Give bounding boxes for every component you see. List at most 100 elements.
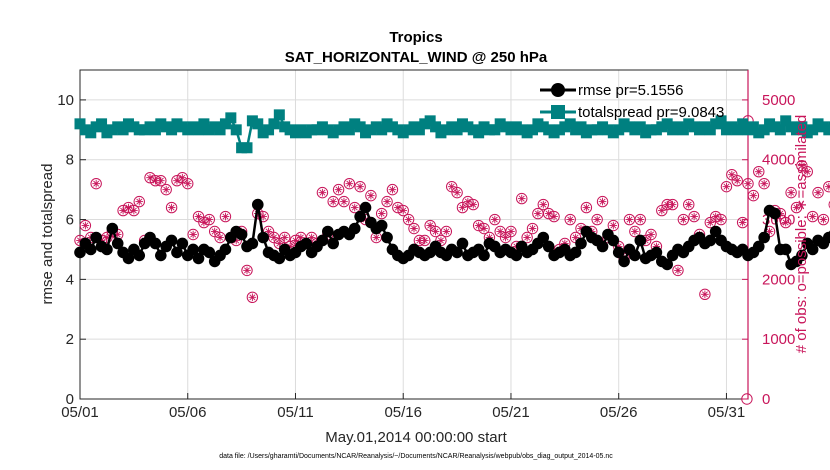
- obs-assimilated-point: [738, 218, 747, 227]
- x-tick-label: 05/26: [600, 404, 638, 421]
- line-series: [74, 109, 830, 271]
- asterisk-stroke: [664, 201, 671, 208]
- totalspread-point: [564, 118, 576, 130]
- asterisk-stroke: [179, 174, 186, 181]
- obs-assimilated-point: [388, 185, 397, 194]
- asterisk-stroke: [427, 222, 434, 229]
- obs-assimilated-point: [717, 215, 725, 224]
- obs-assimilated-point: [162, 185, 170, 194]
- obs-possible-point: [516, 192, 528, 205]
- obs-assimilated-point: [787, 188, 795, 197]
- obs-assimilated-point: [647, 230, 655, 239]
- rmse-point: [542, 240, 555, 253]
- rmse-point: [806, 243, 819, 256]
- obs-assimilated-point: [760, 179, 768, 188]
- rmse-point: [381, 231, 393, 244]
- asterisk-stroke: [502, 234, 509, 241]
- obs-assimilated-point: [668, 200, 677, 209]
- obs-possible-point: [354, 180, 366, 193]
- rmse-point: [796, 249, 808, 262]
- obs-assimilated-point: [367, 191, 375, 200]
- asterisk-stroke: [578, 225, 584, 232]
- asterisk-stroke: [459, 204, 466, 211]
- obs-possible-point: [736, 216, 749, 229]
- obs-assimilated-point: [480, 224, 488, 233]
- x-tick-label: 05/16: [384, 404, 422, 421]
- rmse-point: [316, 234, 329, 247]
- y-tick-label: 8: [66, 152, 74, 169]
- obs-possible-point: [521, 231, 533, 244]
- rmse-point: [510, 249, 523, 262]
- legend-totalspread-label: totalspread pr=9.0843: [578, 104, 724, 121]
- legend-rmse-marker: [551, 83, 565, 97]
- obs-assimilated-point: [404, 215, 413, 224]
- rmse-point: [273, 252, 286, 265]
- totalspread-point: [219, 118, 231, 130]
- asterisk-stroke: [443, 228, 450, 235]
- asterisk-stroke: [782, 219, 789, 226]
- obs-assimilated-point: [92, 179, 100, 188]
- asterisk-stroke: [173, 177, 180, 184]
- rmse-point: [219, 243, 232, 256]
- rmse-point: [758, 231, 770, 244]
- asterisk-stroke: [77, 237, 83, 244]
- totalspread-point: [198, 118, 210, 130]
- asterisk-stroke: [524, 234, 531, 241]
- asterisk-stroke: [292, 237, 299, 244]
- rmse-point: [176, 237, 189, 250]
- obs-possible-point: [338, 195, 350, 208]
- obs-possible-point: [246, 291, 259, 304]
- asterisk-stroke: [163, 186, 170, 193]
- y2-tick-label: 4000: [762, 152, 795, 169]
- obs-possible-point: [607, 219, 620, 232]
- asterisk-stroke: [400, 207, 407, 214]
- rmse-point: [709, 225, 722, 238]
- asterisk-stroke: [136, 198, 143, 205]
- asterisk-stroke: [373, 234, 380, 241]
- rmse-point: [575, 237, 587, 250]
- asterisk-stroke: [745, 180, 751, 187]
- obs-assimilated-point: [183, 179, 192, 188]
- obs-possible-point: [133, 195, 145, 208]
- y2-axis-label: # of obs: o=possible; ∗=assimilated: [793, 115, 810, 354]
- obs_end_zero: [741, 393, 753, 405]
- obs-assimilated-point: [280, 233, 289, 242]
- obs-possible-point: [753, 165, 765, 178]
- obs-assimilated-point: [119, 206, 127, 215]
- obs-assimilated-point: [130, 206, 138, 215]
- asterisk-stroke: [389, 186, 396, 193]
- obs-assimilated-point: [469, 200, 478, 209]
- totalspread-point: [828, 121, 830, 133]
- x-tick-label: 05/11: [277, 404, 313, 421]
- rmse-point: [187, 243, 199, 256]
- obs-possible-point: [672, 264, 684, 277]
- obs-assimilated-point: [345, 179, 354, 188]
- obs-assimilated-point: [808, 212, 817, 221]
- obs-assimilated-point: [248, 293, 257, 302]
- y2-tick-label: 1000: [762, 331, 795, 348]
- obs-assimilated-point: [501, 233, 510, 242]
- obs-assimilated-point: [819, 215, 828, 224]
- asterisk-stroke: [583, 204, 590, 211]
- obs-assimilated-point: [453, 188, 461, 197]
- obs-possible-point: [780, 216, 792, 229]
- obs-assimilated-point: [733, 176, 742, 185]
- obs-assimilated-point: [426, 221, 434, 230]
- totalspread-point: [807, 124, 819, 136]
- obs-assimilated-point: [210, 227, 219, 236]
- rmse-point: [348, 222, 361, 235]
- obs-assimilated-point: [609, 221, 618, 230]
- obs-possible-point: [828, 200, 830, 209]
- obs-assimilated-point: [329, 197, 337, 206]
- asterisk-stroke: [707, 219, 714, 226]
- asterisk-stroke: [211, 228, 218, 235]
- totalspread-point: [715, 115, 727, 127]
- asterisk-stroke: [378, 210, 385, 217]
- totalspread-point: [214, 124, 226, 136]
- obs-assimilated-point: [205, 215, 214, 224]
- asterisk-stroke: [755, 168, 762, 175]
- totalspread-point: [527, 124, 539, 136]
- totalspread-point: [613, 124, 625, 136]
